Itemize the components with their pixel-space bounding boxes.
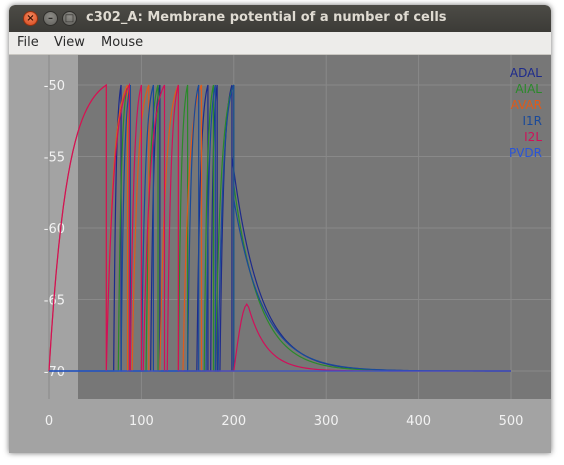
- x-tick-label: 200: [221, 414, 246, 429]
- legend-entry-pvdr: PVDR: [509, 146, 542, 160]
- y-tick-label: -70: [44, 365, 65, 380]
- x-tick-label: 100: [129, 414, 154, 429]
- y-tick-label: -55: [44, 151, 65, 166]
- title-bar[interactable]: × – □ c302_A: Membrane potential of a nu…: [9, 5, 551, 32]
- legend-entry-avar: AVAR: [511, 98, 542, 112]
- legend-entry-i2l: I2L: [524, 130, 542, 144]
- x-tick-label: 500: [499, 414, 524, 429]
- menu-mouse[interactable]: Mouse: [101, 35, 144, 50]
- close-icon[interactable]: ×: [23, 11, 38, 26]
- y-tick-label: -50: [44, 79, 65, 94]
- window-title: c302_A: Membrane potential of a number o…: [86, 10, 447, 25]
- y-tick-label: -60: [44, 222, 65, 237]
- legend-entry-adal: ADAL: [510, 66, 542, 80]
- legend-entry-i1r: I1R: [522, 114, 542, 128]
- x-tick-label: 300: [314, 414, 339, 429]
- menu-file[interactable]: File: [17, 35, 39, 50]
- app-window: × – □ c302_A: Membrane potential of a nu…: [9, 5, 551, 453]
- maximize-icon[interactable]: □: [62, 11, 77, 26]
- plot-area[interactable]: 0 100 200 300 400 500 -50 -55 -60 -65 -70 ADAL AIAL A…: [9, 55, 551, 453]
- legend-entry-aial: AIAL: [515, 82, 542, 96]
- x-tick-label: 400: [406, 414, 431, 429]
- menu-view[interactable]: View: [54, 35, 85, 50]
- x-tick-label: 0: [45, 414, 53, 429]
- membrane-potential-chart[interactable]: 0 100 200 300 400 500-50-55-60-65-70ADALAIALA…: [9, 55, 551, 453]
- menu-bar: File View Mouse: [9, 32, 551, 55]
- minimize-icon[interactable]: –: [43, 11, 58, 26]
